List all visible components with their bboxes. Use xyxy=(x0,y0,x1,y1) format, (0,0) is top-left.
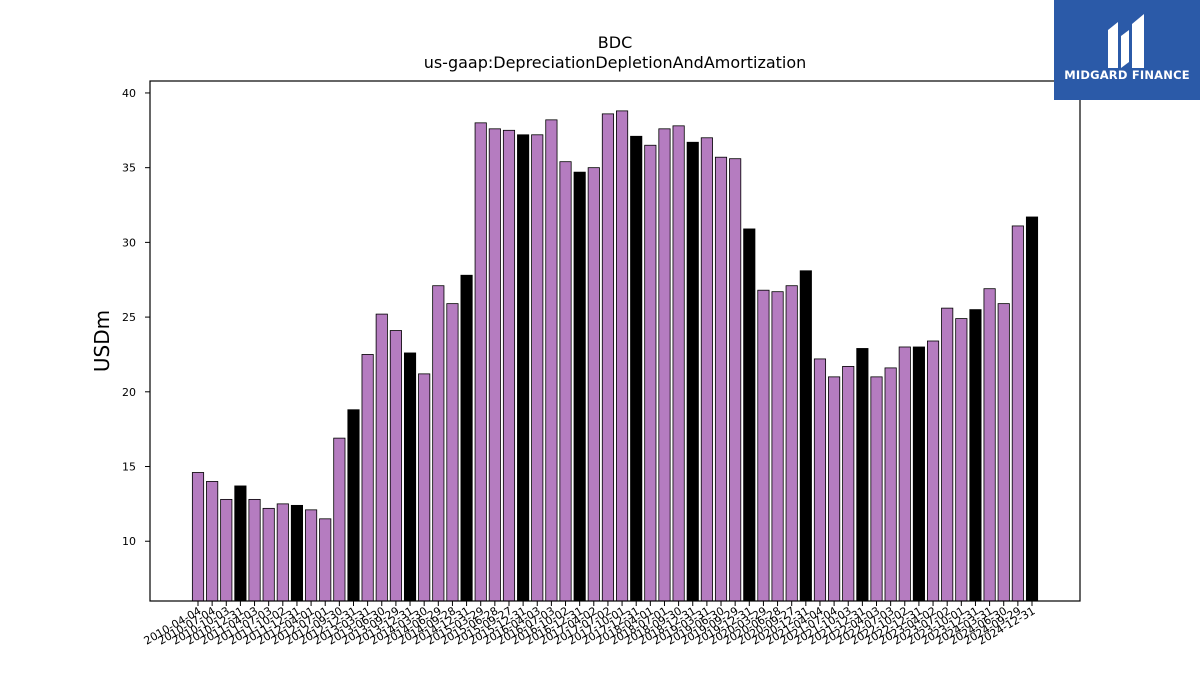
y-axis-label: USDm xyxy=(90,310,114,372)
bars-group xyxy=(191,110,1039,602)
bar-2017-04-02 xyxy=(587,167,600,602)
bar-2023-10-01 xyxy=(955,318,968,602)
bar-2024-06-30 xyxy=(997,303,1010,602)
bar-2018-04-01 xyxy=(644,144,657,602)
y-tick-label: 25 xyxy=(122,311,136,324)
bar-2020-03-29 xyxy=(757,289,770,602)
bar-2018-07-01 xyxy=(658,128,671,602)
y-tick-label: 15 xyxy=(122,461,136,474)
bar-2014-09-28 xyxy=(446,303,459,602)
bar-2015-09-27 xyxy=(502,129,516,602)
bar-2012-04-01 xyxy=(305,509,318,602)
bar-2015-03-29 xyxy=(474,122,487,602)
bar-2010-12-31 xyxy=(234,485,247,602)
y-tick-label: 20 xyxy=(122,386,136,399)
bar-2014-06-29 xyxy=(432,285,445,602)
bar-2011-10-02 xyxy=(276,503,289,602)
bar-2017-07-02 xyxy=(601,113,614,602)
bar-2024-03-31 xyxy=(983,288,996,602)
bar-2022-07-03 xyxy=(884,367,897,602)
bar-2011-12-31 xyxy=(290,504,304,602)
bar-2020-06-28 xyxy=(771,291,784,602)
y-tick-label: 40 xyxy=(122,87,136,100)
brand-name: MIDGARD FINANCE xyxy=(1064,68,1190,82)
bar-2014-03-30 xyxy=(418,373,431,602)
chart-subtitle: us-gaap:DepreciationDepletionAndAmortiza… xyxy=(424,53,807,72)
bar-2021-12-31 xyxy=(856,348,869,602)
brand-mark-icon xyxy=(1108,14,1144,68)
bar-2013-06-30 xyxy=(375,313,388,602)
bar-2013-12-31 xyxy=(403,352,417,602)
bar-2021-10-03 xyxy=(842,365,855,602)
x-axis: 2010-04-042010-07-042010-10-032010-12-31… xyxy=(142,601,1038,648)
bar-2018-09-30 xyxy=(672,125,685,602)
bar-2019-03-31 xyxy=(700,137,713,602)
bar-2012-09-30 xyxy=(333,437,346,602)
bar-2016-12-31 xyxy=(573,171,586,602)
bar-2011-04-03 xyxy=(248,498,261,602)
bar-2022-10-02 xyxy=(898,346,911,602)
bar-2019-12-31 xyxy=(743,228,756,602)
bar-2015-06-28 xyxy=(488,128,501,602)
bar-2011-07-03 xyxy=(262,507,275,602)
y-tick-label: 10 xyxy=(122,535,136,548)
bar-2016-07-03 xyxy=(545,119,558,602)
bar-2019-09-29 xyxy=(729,158,742,602)
bar-2017-10-01 xyxy=(616,110,629,602)
bar-2014-12-31 xyxy=(460,274,473,602)
bar-2010-04-04 xyxy=(191,472,205,602)
bar-2012-12-31 xyxy=(347,409,360,602)
bar-2021-04-04 xyxy=(813,358,827,602)
y-tick-label: 35 xyxy=(122,162,136,175)
bar-2020-12-31 xyxy=(799,270,812,602)
bar-2022-12-31 xyxy=(912,346,925,602)
bar-2010-10-03 xyxy=(220,498,233,602)
bar-2019-06-30 xyxy=(714,156,728,602)
bar-2012-07-01 xyxy=(319,518,332,602)
bar-2024-09-29 xyxy=(1011,225,1024,602)
bar-2013-03-31 xyxy=(361,354,374,602)
bar-2017-12-31 xyxy=(630,135,643,602)
bar-2010-07-04 xyxy=(206,481,219,602)
bar-2020-09-27 xyxy=(785,285,798,602)
bar-2015-12-31 xyxy=(517,134,530,602)
y-tick-label: 30 xyxy=(122,236,136,249)
bar-2016-04-03 xyxy=(531,134,544,602)
y-axis: 10 15 20 25 30 35 40 xyxy=(122,87,150,548)
bar-2013-09-29 xyxy=(389,330,402,602)
brand-logo: MIDGARD FINANCE xyxy=(1054,0,1200,100)
chart-title: BDC xyxy=(598,33,632,52)
bar-2022-04-03 xyxy=(870,376,883,602)
bar-2023-12-31 xyxy=(969,309,982,602)
bar-2018-12-31 xyxy=(686,141,699,602)
plot-frame xyxy=(149,80,1081,602)
bar-2016-10-02 xyxy=(559,161,572,602)
bar-2023-04-02 xyxy=(927,340,940,602)
bar-2023-07-02 xyxy=(941,307,954,602)
bar-2024-12-31 xyxy=(1025,216,1039,602)
bar-2021-07-04 xyxy=(828,376,841,602)
